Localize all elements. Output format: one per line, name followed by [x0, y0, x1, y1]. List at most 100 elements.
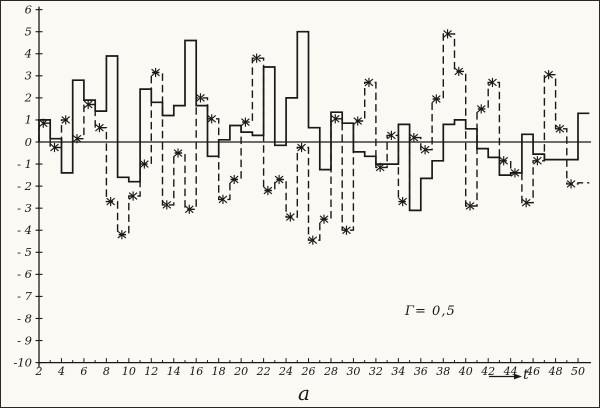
y-tick-label: - 5	[17, 245, 32, 259]
asterisk-marker	[218, 194, 228, 204]
x-tick-label: 42	[480, 365, 495, 378]
y-tick-label: - 6	[17, 267, 32, 281]
x-tick-label: 40	[458, 365, 473, 378]
asterisk-marker	[252, 53, 262, 63]
asterisk-marker	[521, 198, 531, 208]
x-axis-ticks: 2 4 6 8 10 12 14 16 18 20 22 24 26 28 30 32 34 36 38 40 42 44…	[35, 358, 585, 378]
y-tick-label: 5	[25, 25, 32, 39]
x-tick-label: 20	[233, 365, 248, 378]
arrow-head	[514, 373, 522, 380]
asterisk-marker	[117, 230, 127, 240]
y-tick-label: 4	[24, 47, 32, 61]
solid-series	[38, 30, 590, 212]
x-tick-label: 4	[57, 365, 65, 378]
asterisk-marker	[151, 67, 160, 78]
asterisk-marker	[196, 93, 205, 103]
x-tick-label: 48	[548, 365, 563, 378]
x-tick-label: 28	[323, 365, 338, 378]
asterisk-marker	[533, 156, 542, 166]
y-tick-label: - 3	[17, 201, 32, 215]
y-tick-label: -10	[13, 355, 32, 369]
asterisk-marker	[38, 118, 48, 128]
asterisk-marker	[387, 130, 396, 140]
x-tick-label: 16	[189, 365, 203, 378]
x-tick-label: 22	[256, 365, 271, 378]
asterisk-marker	[50, 142, 59, 153]
asterisk-marker	[263, 185, 273, 196]
dashed-step-line	[38, 33, 590, 241]
x-tick-label: 8	[103, 365, 110, 378]
x-tick-label: 2	[35, 365, 43, 378]
asterisk-marker	[364, 77, 374, 88]
y-tick-label: 0	[25, 135, 32, 149]
asterisk-marker	[420, 145, 430, 155]
x-tick-label: 32	[369, 365, 383, 378]
asterisk-marker	[409, 132, 419, 143]
y-tick-label: - 1	[17, 157, 32, 171]
y-tick-label: - 8	[17, 311, 32, 325]
y-tick-label: 3	[25, 69, 32, 83]
y-tick-label: - 9	[17, 333, 32, 347]
asterisk-marker	[330, 114, 340, 124]
asterisk-marker	[128, 191, 138, 201]
asterisk-marker	[375, 162, 385, 172]
asterisk-marker	[398, 196, 407, 207]
asterisk-marker	[488, 77, 497, 88]
x-tick-label: 46	[525, 365, 540, 378]
x-tick-label: 30	[346, 365, 360, 378]
asterisk-marker	[297, 142, 306, 153]
asterisk-marker	[353, 116, 363, 126]
asterisk-marker	[95, 123, 104, 133]
y-tick-label: 6	[25, 2, 32, 16]
asterisk-marker	[476, 104, 486, 114]
asterisk-marker	[106, 196, 116, 207]
asterisk-marker	[342, 225, 351, 235]
x-tick-label: 50	[571, 365, 585, 378]
y-axis-ticks: 6 5 4 3 2 1 0 - 1 - 2 - 3 - 4 - 5 - 6 - 7 - 8 - 9 -10	[13, 2, 43, 369]
x-tick-label: 26	[301, 365, 316, 378]
asterisk-marker	[83, 99, 93, 110]
gamma-annotation: Γ= 0,5	[405, 304, 456, 319]
asterisk-marker	[162, 200, 172, 210]
asterisk-marker	[499, 156, 509, 166]
x-tick-label: 10	[122, 365, 136, 378]
subfigure-caption: a	[298, 381, 310, 405]
asterisk-marker	[319, 214, 329, 224]
dashed-series	[38, 33, 590, 241]
asterisk-marker	[184, 204, 194, 214]
asterisk-marker	[308, 235, 318, 245]
asterisk-markers	[38, 29, 576, 245]
y-tick-label: - 7	[17, 289, 33, 303]
asterisk-marker	[241, 117, 250, 127]
asterisk-marker	[431, 94, 441, 104]
x-axis-arrow	[489, 373, 522, 380]
asterisk-marker	[61, 115, 71, 125]
asterisk-marker	[173, 148, 183, 158]
x-tick-label: 44	[503, 365, 518, 378]
asterisk-marker	[229, 174, 239, 185]
x-axis-label: t	[523, 367, 529, 383]
x-tick-label: 36	[414, 365, 428, 378]
x-tick-label: 18	[212, 365, 226, 378]
solid-step-line	[38, 30, 590, 212]
x-tick-label: 38	[436, 365, 450, 378]
x-tick-label: 34	[391, 365, 405, 378]
asterisk-marker	[566, 179, 576, 189]
y-tick-label: - 2	[17, 179, 32, 193]
y-tick-label: 2	[24, 91, 32, 105]
asterisk-marker	[72, 134, 82, 144]
asterisk-marker	[274, 174, 284, 185]
asterisk-marker	[285, 212, 295, 222]
asterisk-marker	[139, 159, 149, 169]
asterisk-marker	[510, 168, 520, 178]
asterisk-marker	[443, 29, 452, 39]
asterisk-marker	[544, 70, 553, 80]
y-tick-label: 1	[25, 113, 32, 127]
asterisk-marker	[454, 66, 464, 77]
x-tick-label: 6	[80, 365, 87, 378]
x-tick-label: 12	[144, 365, 158, 378]
asterisk-marker	[465, 201, 475, 211]
axes	[38, 6, 591, 368]
